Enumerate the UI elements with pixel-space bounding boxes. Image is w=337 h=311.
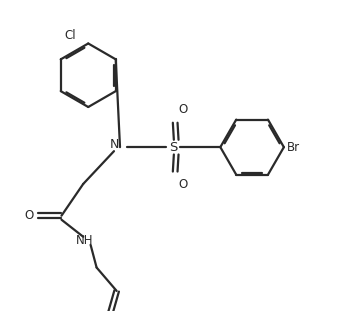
Text: Br: Br — [286, 141, 300, 154]
Text: O: O — [178, 178, 187, 191]
Text: O: O — [25, 209, 34, 222]
Text: NH: NH — [75, 234, 93, 247]
Text: N: N — [109, 138, 119, 151]
Text: O: O — [178, 103, 187, 116]
Text: Cl: Cl — [64, 29, 76, 42]
Text: S: S — [169, 141, 178, 154]
